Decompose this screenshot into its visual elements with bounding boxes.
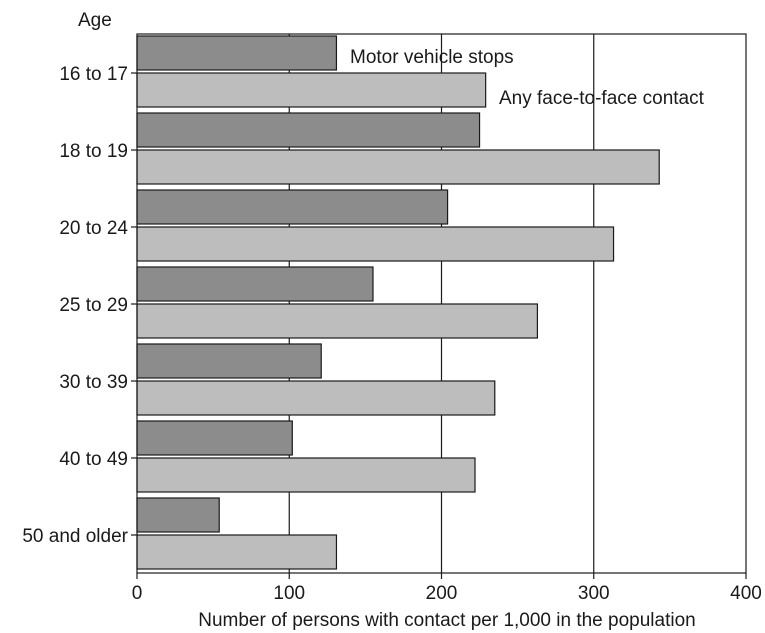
- bar-any-face-to-face-contact-2: [136, 226, 615, 262]
- bar-any-face-to-face-contact-6: [136, 534, 338, 570]
- ticks: [131, 72, 747, 579]
- bar-any-face-to-face-contact-3: [136, 303, 539, 339]
- bar-motor-vehicle-stops-1: [136, 112, 481, 148]
- category-label-5: 40 to 49: [59, 449, 128, 470]
- category-label-3: 25 to 29: [59, 295, 128, 316]
- bar-motor-vehicle-stops-5: [136, 420, 293, 456]
- labels: 0 100 200 300 400 16 to 17 18 to 19 20 to 24 25 …: [22, 47, 762, 604]
- bar-motor-vehicle-stops-3: [136, 266, 374, 302]
- bar-motor-vehicle-stops-2: [136, 189, 449, 225]
- x-tick-label-100: 100: [273, 583, 305, 604]
- x-axis-label: Number of persons with contact per 1,000…: [198, 610, 695, 631]
- category-label-2: 20 to 24: [59, 218, 128, 239]
- bar-any-face-to-face-contact-4: [136, 380, 496, 416]
- category-label-4: 30 to 39: [59, 372, 128, 393]
- x-tick-label-200: 200: [426, 583, 458, 604]
- bar-any-face-to-face-contact-1: [136, 149, 660, 185]
- bar-any-face-to-face-contact-0: [136, 72, 487, 108]
- bar-motor-vehicle-stops-0: [136, 35, 338, 71]
- x-tick-label-400: 400: [730, 583, 762, 604]
- bar-any-face-to-face-contact-5: [136, 457, 476, 493]
- x-tick-label-0: 0: [132, 583, 143, 604]
- bar-motor-vehicle-stops-4: [136, 343, 322, 379]
- category-label-1: 18 to 19: [59, 141, 128, 162]
- bar-motor-vehicle-stops-6: [136, 497, 220, 533]
- category-label-0: 16 to 17: [59, 64, 128, 85]
- category-axis-label: Age: [78, 10, 112, 31]
- x-tick-label-300: 300: [578, 583, 610, 604]
- bars: [136, 35, 660, 570]
- series-label-motor-vehicle-stops: Motor vehicle stops: [350, 47, 514, 68]
- series-label-any-face-to-face-contact: Any face-to-face contact: [499, 88, 705, 109]
- category-label-6: 50 and older: [22, 526, 128, 547]
